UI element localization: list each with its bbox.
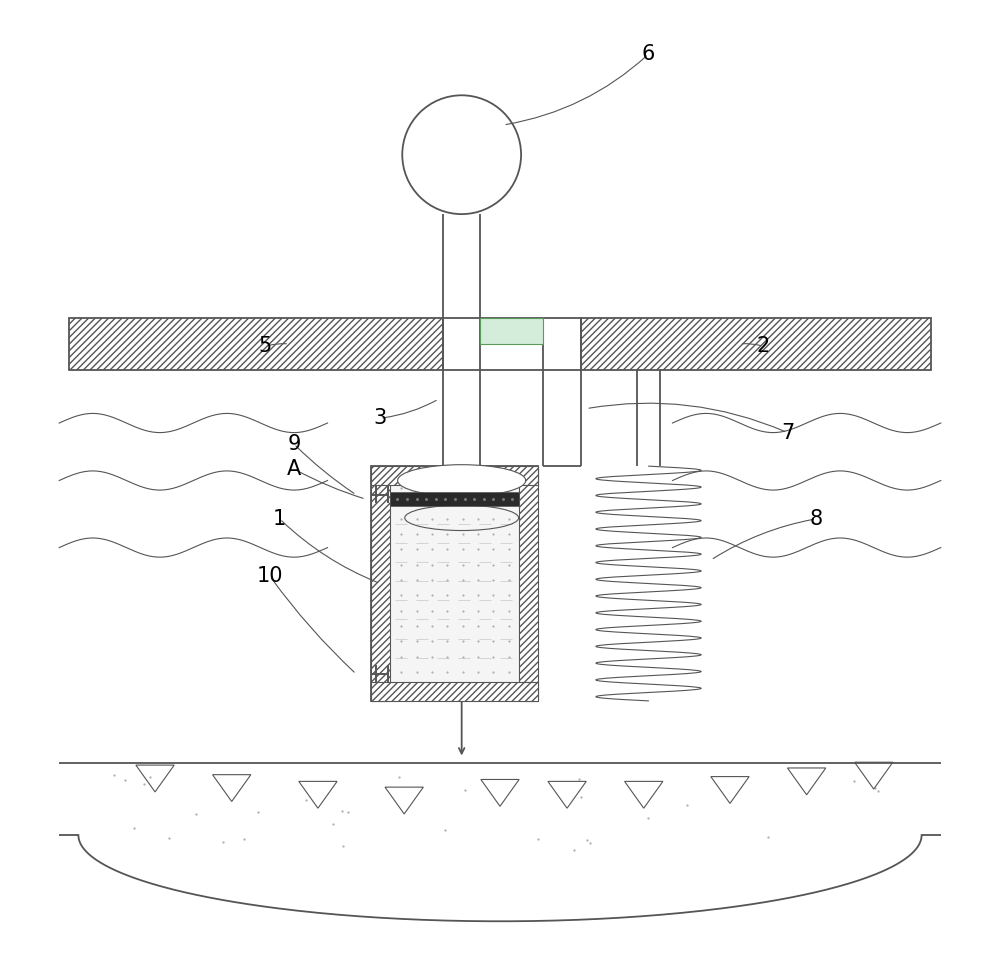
Bar — [371, 466, 390, 701]
Text: 6: 6 — [642, 44, 655, 64]
Circle shape — [402, 95, 521, 214]
Bar — [519, 466, 538, 701]
Text: 9: 9 — [287, 434, 301, 455]
Text: 8: 8 — [810, 508, 823, 529]
Text: 2: 2 — [757, 336, 770, 357]
Bar — [371, 466, 538, 701]
Bar — [390, 485, 519, 681]
Bar — [371, 466, 538, 485]
Text: 10: 10 — [257, 566, 283, 586]
Bar — [480, 317, 543, 344]
Bar — [581, 317, 931, 370]
Bar — [390, 492, 519, 506]
Bar — [69, 317, 443, 370]
Text: 3: 3 — [374, 408, 387, 429]
Text: 5: 5 — [259, 336, 272, 357]
Bar — [371, 681, 538, 701]
Bar — [443, 317, 581, 370]
Text: A: A — [287, 459, 301, 479]
Ellipse shape — [398, 465, 526, 496]
Text: 7: 7 — [781, 423, 794, 443]
Text: 1: 1 — [273, 508, 286, 529]
